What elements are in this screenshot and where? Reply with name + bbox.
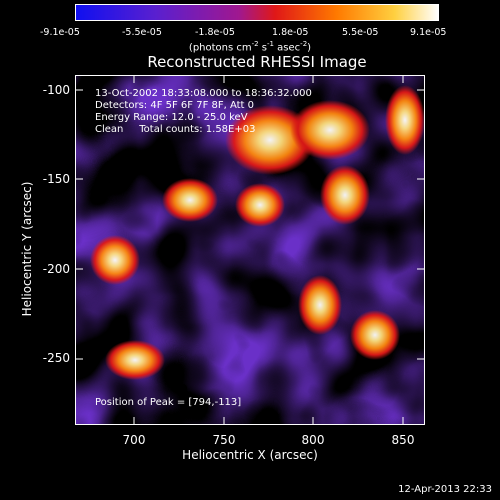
y-tick-label: -100 <box>10 83 70 97</box>
colorbar-tick: -5.5e-05 <box>122 27 162 38</box>
x-tick-label: 750 <box>194 433 254 447</box>
min-marker <box>179 384 187 392</box>
colorbar <box>75 4 439 21</box>
y-tick-label: -200 <box>10 262 70 276</box>
info-detectors: Detectors: 4F 5F 6F 7F 8F, Att 0 <box>95 100 254 111</box>
x-axis-label: Heliocentric X (arcsec) <box>75 448 425 462</box>
timestamp: 12-Apr-2013 22:33 <box>398 484 492 495</box>
x-tick-label: 850 <box>373 433 433 447</box>
y-axis-label: Heliocentric Y (arcsec) <box>20 149 34 349</box>
colorbar-tick: -9.1e-05 <box>40 27 80 38</box>
x-tick-label: 700 <box>104 433 164 447</box>
info-counts: Clean Total counts: 1.58E+03 <box>95 124 255 135</box>
colorbar-tick: 1.8e-05 <box>272 27 308 38</box>
colorbar-tick: 5.5e-05 <box>342 27 378 38</box>
colorbar-units: (photons cm-2 s-1 asec-2) <box>150 40 350 53</box>
colorbar-tick: -1.8e-05 <box>195 27 235 38</box>
colorbar-tick: 9.1e-05 <box>410 27 446 38</box>
info-energy-range: Energy Range: 12.0 - 25.0 keV <box>95 112 248 123</box>
x-tick-label: 800 <box>283 433 343 447</box>
peak-position: Position of Peak = [794,-113] <box>95 397 241 408</box>
image-title: Reconstructed RHESSI Image <box>75 53 439 71</box>
info-time-range: 13-Oct-2002 18:33:08.000 to 18:36:32.000 <box>95 88 312 99</box>
y-tick-label: -250 <box>10 351 70 365</box>
y-tick-label: -150 <box>10 172 70 186</box>
